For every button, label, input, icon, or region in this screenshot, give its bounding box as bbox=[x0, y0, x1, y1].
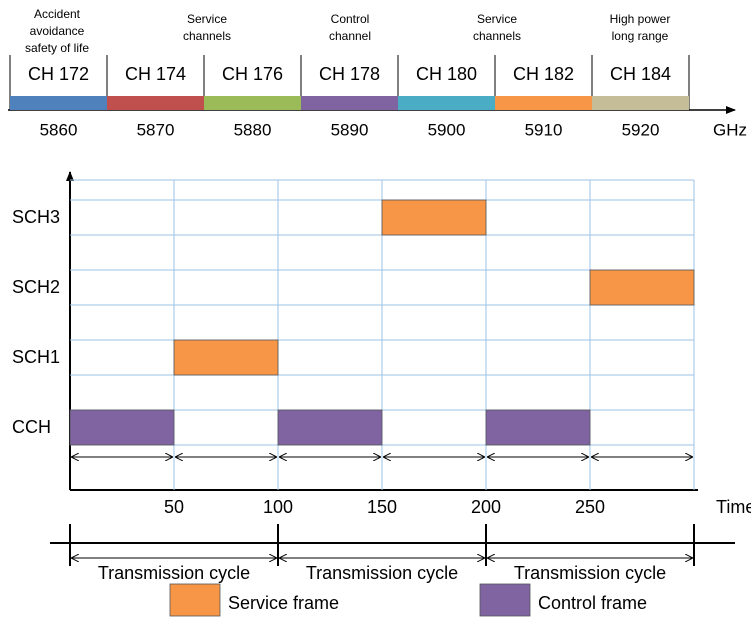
frequency-label: 5900 bbox=[428, 120, 466, 139]
annotation: safety of life bbox=[25, 41, 89, 55]
frequency-label: 5880 bbox=[234, 120, 272, 139]
frequency-label: 5860 bbox=[40, 120, 78, 139]
unit-label: GHz bbox=[713, 120, 747, 139]
channel-label: CH 184 bbox=[610, 64, 671, 84]
frame bbox=[485, 409, 591, 446]
frame bbox=[589, 269, 695, 306]
channel-band bbox=[204, 96, 301, 110]
row-label: SCH2 bbox=[12, 277, 60, 297]
legend-label: Service frame bbox=[228, 593, 339, 613]
annotation: Control bbox=[331, 12, 370, 26]
channel-label: CH 182 bbox=[513, 64, 574, 84]
annotation: channel bbox=[329, 29, 371, 43]
annotation: channels bbox=[183, 29, 231, 43]
channel-label: CH 174 bbox=[125, 64, 186, 84]
row-label: SCH1 bbox=[12, 347, 60, 367]
frequency-label: 5870 bbox=[137, 120, 175, 139]
time-axis-label: Time(ms) bbox=[716, 497, 751, 517]
annotation: Service bbox=[187, 12, 227, 26]
frequency-label: 5910 bbox=[525, 120, 563, 139]
time-tick-label: 150 bbox=[367, 497, 397, 517]
channel-band bbox=[301, 96, 398, 110]
frequency-label: 5920 bbox=[622, 120, 660, 139]
row-label: SCH3 bbox=[12, 207, 60, 227]
channel-band bbox=[10, 96, 107, 110]
cycle-label: Transmission cycle bbox=[306, 563, 458, 583]
row-label: CCH bbox=[12, 417, 51, 437]
channel-band bbox=[107, 96, 204, 110]
channel-label: CH 172 bbox=[28, 64, 89, 84]
annotation: long range bbox=[612, 29, 669, 43]
time-tick-label: 100 bbox=[263, 497, 293, 517]
annotation: Service bbox=[477, 12, 517, 26]
channel-label: CH 176 bbox=[222, 64, 283, 84]
frame bbox=[173, 339, 279, 376]
channel-band bbox=[592, 96, 689, 110]
legend-swatch bbox=[479, 583, 531, 617]
annotation: Accident bbox=[34, 7, 81, 21]
channel-label: CH 178 bbox=[319, 64, 380, 84]
frame bbox=[381, 199, 487, 236]
frame bbox=[277, 409, 383, 446]
time-tick-label: 200 bbox=[471, 497, 501, 517]
cycle-label: Transmission cycle bbox=[514, 563, 666, 583]
annotation: avoidance bbox=[30, 24, 85, 38]
channel-band bbox=[398, 96, 495, 110]
frame bbox=[69, 409, 175, 446]
channel-band bbox=[495, 96, 592, 110]
annotation: channels bbox=[473, 29, 521, 43]
legend-label: Control frame bbox=[538, 593, 647, 613]
frequency-label: 5890 bbox=[331, 120, 369, 139]
legend-swatch bbox=[169, 583, 221, 617]
time-tick-label: 250 bbox=[575, 497, 605, 517]
time-tick-label: 50 bbox=[164, 497, 184, 517]
annotation: High power bbox=[610, 12, 671, 26]
cycle-label: Transmission cycle bbox=[98, 563, 250, 583]
channel-label: CH 180 bbox=[416, 64, 477, 84]
